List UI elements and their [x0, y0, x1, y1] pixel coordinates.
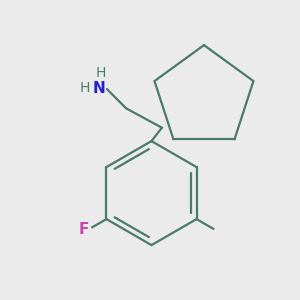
Text: F: F	[79, 223, 89, 238]
Text: H: H	[80, 81, 90, 95]
Text: N: N	[93, 81, 106, 96]
Text: H: H	[96, 66, 106, 80]
